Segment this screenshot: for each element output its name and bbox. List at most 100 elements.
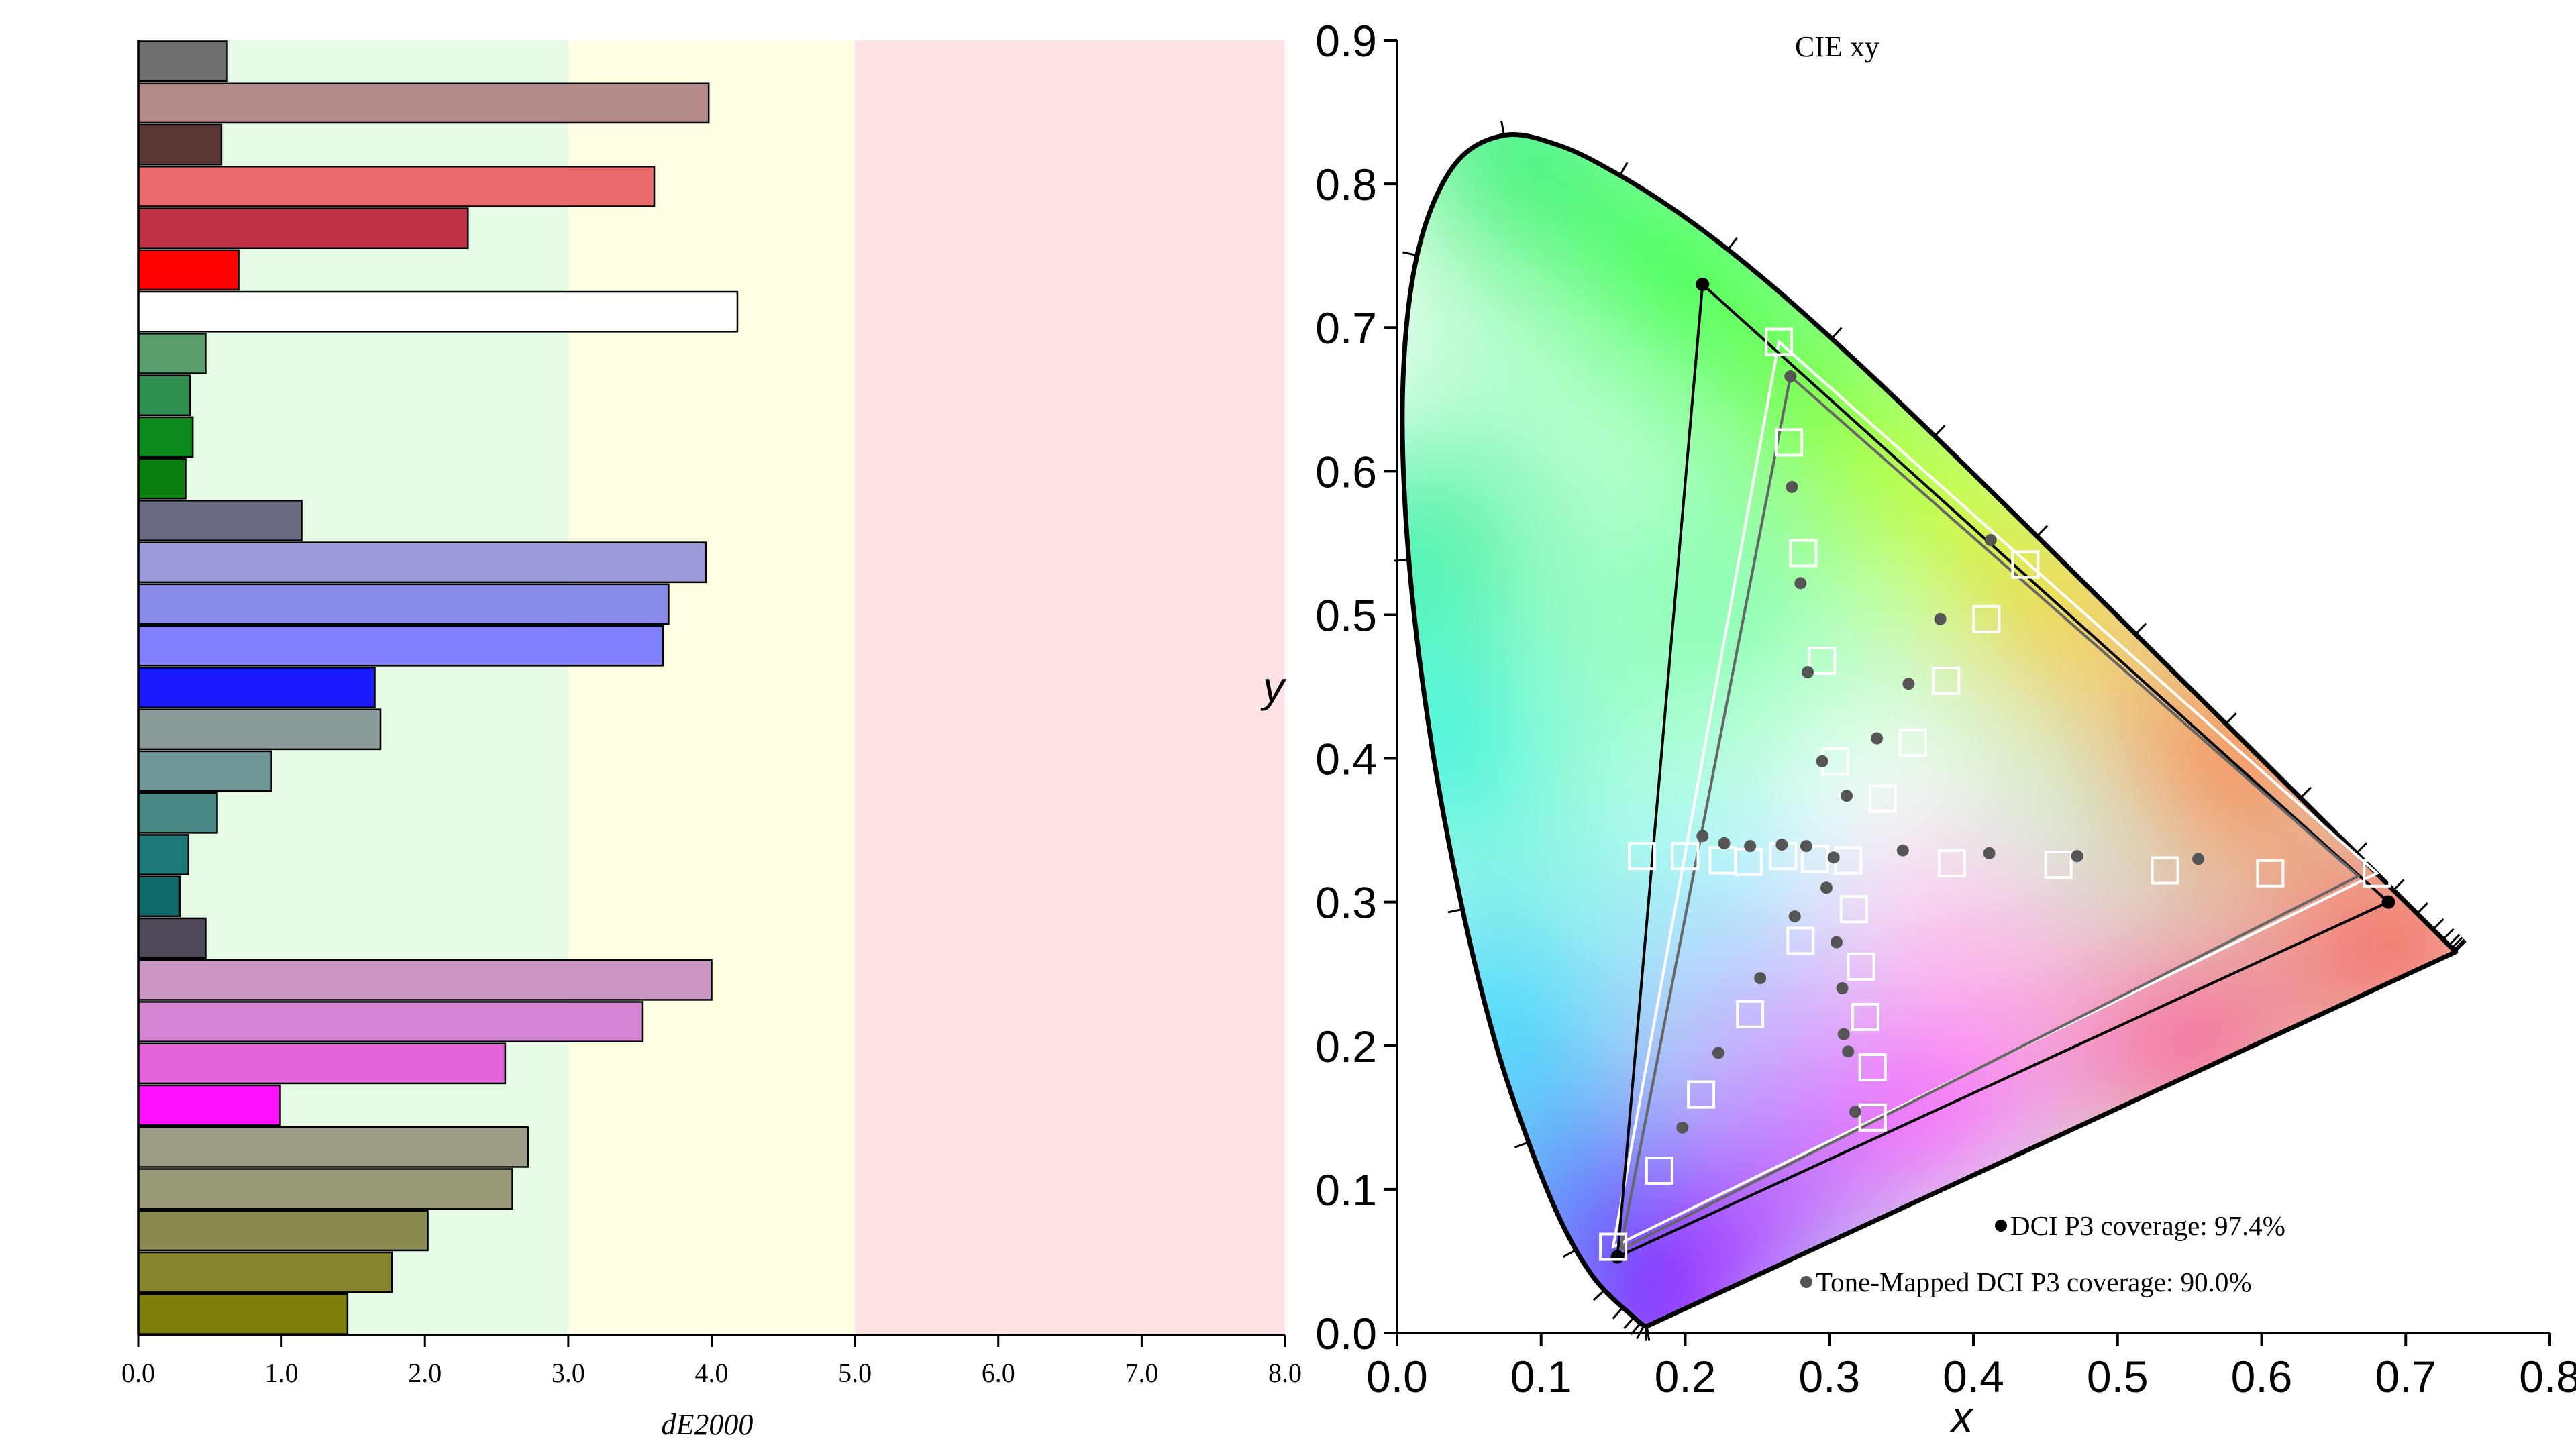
cie-y-tick-label: 0.7 [1315, 303, 1377, 353]
measured-primary-point [1610, 1250, 1625, 1264]
bar-x-axis-label: dE2000 [662, 1408, 754, 1441]
measured-point [1830, 936, 1843, 949]
measured-point [1718, 837, 1731, 849]
bar-4 [137, 166, 656, 207]
bar-x-tick-label: 1.0 [265, 1358, 299, 1388]
wavelength-tick [2300, 786, 2312, 799]
cie-y-tick-label: 0.6 [1315, 447, 1377, 496]
measured-point [1794, 577, 1807, 590]
threshold-band-1 [568, 40, 856, 1335]
wavelength-tick [2455, 940, 2467, 953]
tone-mapped-gamut-triangle [1618, 374, 2361, 1252]
wavelength-tick [1402, 251, 1418, 257]
wavelength-tick [2448, 934, 2461, 946]
bar-10 [137, 416, 194, 458]
measured-point [1836, 982, 1849, 995]
cie-x-tick-label: 0.5 [2087, 1352, 2149, 1401]
cie-y-tick-label: 0.2 [1315, 1022, 1377, 1071]
cie-y-tick-label: 0.5 [1315, 590, 1377, 640]
cie-y-tick-label: 0.8 [1315, 160, 1377, 209]
target-square [1645, 1157, 1673, 1185]
wavelength-tick [2036, 525, 2049, 537]
bar-x-tick-label: 6.0 [982, 1358, 1015, 1388]
measured-point [1849, 1106, 1861, 1118]
cie-chart-title: CIE xy [1795, 30, 1879, 63]
wavelength-tick [2416, 902, 2428, 914]
cie-x-axis-label: x [1949, 1393, 1974, 1441]
cie-x-tick-label: 0.2 [1655, 1352, 1716, 1401]
measured-point [1712, 1046, 1724, 1059]
measured-point [1842, 1045, 1855, 1058]
wavelength-tick [1592, 1289, 1606, 1301]
bar-14 [137, 583, 670, 625]
target-square [1932, 666, 1961, 695]
target-square [1736, 1000, 1765, 1028]
bar-x-tick-label: 0.0 [121, 1358, 155, 1388]
measured-primary-point [1696, 277, 1710, 291]
wavelength-tick [2355, 842, 2368, 854]
target-square [2044, 850, 2073, 879]
cie-x-tick-label: 0.0 [1366, 1352, 1428, 1401]
target-square [1808, 646, 1837, 675]
measured-point [1902, 678, 1915, 690]
target-square [2151, 856, 2179, 885]
measured-point [1788, 910, 1801, 923]
bar-x-tick-label: 4.0 [695, 1358, 729, 1388]
wavelength-tick [1500, 120, 1506, 136]
measured-point [1816, 755, 1828, 767]
cie-y-tick-label: 0.9 [1315, 16, 1377, 66]
wavelength-tick [1831, 327, 1843, 339]
wavelength-tick [2451, 936, 2463, 949]
target-square [2011, 550, 2040, 579]
cie-y-tick-label: 0.3 [1315, 878, 1377, 928]
measured-gamut-triangle [1616, 281, 2391, 1259]
target-square [1898, 729, 1927, 757]
bar-23 [137, 959, 713, 1001]
threshold-band-2 [855, 40, 1285, 1335]
measured-point [1676, 1121, 1689, 1134]
wavelength-tick [2134, 623, 2147, 635]
bar-6 [137, 249, 240, 291]
target-square [2256, 859, 2285, 888]
measured-point [1934, 612, 1947, 625]
bar-8 [137, 333, 207, 374]
wavelength-tick [2453, 938, 2465, 951]
target-square [1786, 926, 1815, 955]
measured-point [1820, 881, 1833, 894]
cie-x-tick-label: 0.8 [2519, 1352, 2576, 1401]
measured-point [2192, 853, 2205, 865]
bar-x-tick-label: 2.0 [408, 1358, 442, 1388]
wavelength-tick [1514, 1141, 1529, 1148]
measured-point [2071, 850, 2083, 863]
measured-point [1775, 839, 1788, 851]
target-square [1851, 1002, 1879, 1031]
wavelength-tick [2442, 928, 2455, 941]
bar-x-tick-label: 8.0 [1268, 1358, 1302, 1388]
bar-25 [137, 1042, 507, 1085]
bar-x-tick-label: 5.0 [838, 1358, 872, 1388]
measured-point [1841, 790, 1853, 802]
cie-x-tick-label: 0.1 [1510, 1352, 1572, 1401]
cie-y-axis-label: y [1260, 663, 1287, 711]
bar-5 [137, 207, 469, 250]
bar-3 [137, 123, 223, 166]
wavelength-tick [1623, 1316, 1635, 1330]
bar-27 [137, 1126, 529, 1168]
target-square [1599, 1232, 1628, 1261]
legend-dci-p3-marker [1995, 1220, 2007, 1232]
target-square [1775, 428, 1804, 457]
target-square [1839, 895, 1868, 924]
bar-12 [137, 500, 303, 541]
measured-point [1984, 534, 1997, 547]
bar-21 [137, 875, 181, 918]
bar-18 [137, 750, 272, 792]
measured-point [1871, 732, 1884, 745]
bar-17 [137, 708, 382, 751]
wavelength-tick [1562, 1248, 1577, 1258]
measured-point [1744, 840, 1757, 853]
bar-x-tick-label: 3.0 [552, 1358, 585, 1388]
target-square [1868, 784, 1897, 813]
bar-20 [137, 834, 190, 875]
legend-dci-p3-coverage: DCI P3 coverage: 97.4% [2010, 1210, 2285, 1241]
